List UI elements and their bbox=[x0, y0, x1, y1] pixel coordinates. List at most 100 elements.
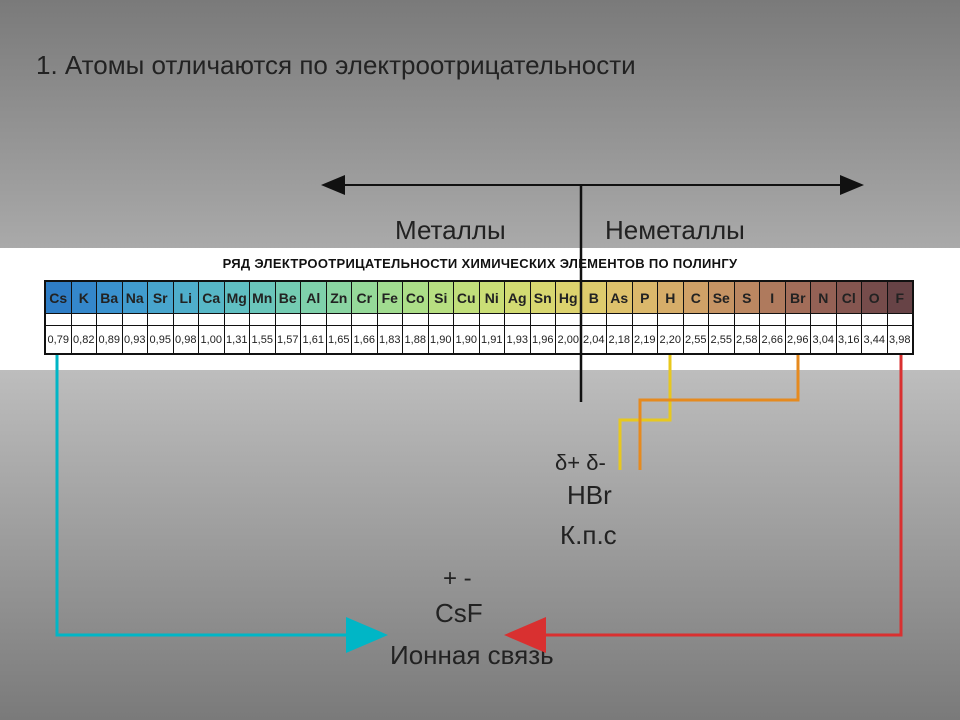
element-value: 3,44 bbox=[862, 326, 888, 354]
element-symbol: Cl bbox=[836, 282, 862, 314]
element-symbol: P bbox=[632, 282, 658, 314]
spacer-cell bbox=[581, 314, 607, 326]
metals-label: Металлы bbox=[395, 215, 506, 246]
element-value: 3,98 bbox=[887, 326, 913, 354]
element-value: 1,88 bbox=[403, 326, 429, 354]
element-symbol: F bbox=[887, 282, 913, 314]
element-value: 3,04 bbox=[811, 326, 837, 354]
element-symbol: Ni bbox=[479, 282, 505, 314]
element-value: 1,00 bbox=[199, 326, 225, 354]
element-value: 2,55 bbox=[709, 326, 735, 354]
spacer-cell bbox=[454, 314, 480, 326]
element-value: 1,65 bbox=[326, 326, 352, 354]
element-symbol: Al bbox=[301, 282, 327, 314]
slide-title: 1. Атомы отличаются по электроотрицатель… bbox=[36, 50, 636, 81]
spacer-cell bbox=[224, 314, 250, 326]
element-symbol: K bbox=[71, 282, 97, 314]
spacer-cell bbox=[632, 314, 658, 326]
spacer-cell bbox=[97, 314, 123, 326]
spacer-cell bbox=[377, 314, 403, 326]
spacer-cell bbox=[760, 314, 786, 326]
spacer-cell bbox=[862, 314, 888, 326]
element-symbol: Hg bbox=[556, 282, 582, 314]
element-symbol: Cu bbox=[454, 282, 480, 314]
element-symbol: As bbox=[607, 282, 633, 314]
spacer-cell bbox=[326, 314, 352, 326]
element-value: 2,96 bbox=[785, 326, 811, 354]
spacer-cell bbox=[403, 314, 429, 326]
spacer-cell bbox=[199, 314, 225, 326]
spacer-cell bbox=[148, 314, 174, 326]
element-value: 1,31 bbox=[224, 326, 250, 354]
spacer-cell bbox=[173, 314, 199, 326]
element-value: 1,91 bbox=[479, 326, 505, 354]
element-value: 0,82 bbox=[71, 326, 97, 354]
element-value: 0,95 bbox=[148, 326, 174, 354]
element-symbol: S bbox=[734, 282, 760, 314]
element-symbol: Si bbox=[428, 282, 454, 314]
element-value: 1,96 bbox=[530, 326, 556, 354]
table-caption: РЯД ЭЛЕКТРООТРИЦАТЕЛЬНОСТИ ХИМИЧЕСКИХ ЭЛ… bbox=[0, 256, 960, 271]
element-symbol: Sn bbox=[530, 282, 556, 314]
element-symbol: Be bbox=[275, 282, 301, 314]
element-value: 2,66 bbox=[760, 326, 786, 354]
element-value: 0,89 bbox=[97, 326, 123, 354]
element-value: 0,79 bbox=[46, 326, 72, 354]
element-symbol: N bbox=[811, 282, 837, 314]
ionic-bond-label: Ионная связь bbox=[390, 640, 554, 671]
element-symbol: O bbox=[862, 282, 888, 314]
spacer-cell bbox=[530, 314, 556, 326]
spacer-cell bbox=[658, 314, 684, 326]
element-symbol: Na bbox=[122, 282, 148, 314]
spacer-cell bbox=[250, 314, 276, 326]
element-symbol: Co bbox=[403, 282, 429, 314]
element-symbol: Ca bbox=[199, 282, 225, 314]
element-symbol: Ba bbox=[97, 282, 123, 314]
element-symbol: Cs bbox=[46, 282, 72, 314]
spacer-cell bbox=[479, 314, 505, 326]
element-value: 1,83 bbox=[377, 326, 403, 354]
element-symbol: B bbox=[581, 282, 607, 314]
spacer-cell bbox=[71, 314, 97, 326]
element-value: 1,90 bbox=[428, 326, 454, 354]
element-symbol: Sr bbox=[148, 282, 174, 314]
spacer-cell bbox=[607, 314, 633, 326]
spacer-cell bbox=[887, 314, 913, 326]
element-value: 1,66 bbox=[352, 326, 378, 354]
element-value: 2,19 bbox=[632, 326, 658, 354]
element-value: 0,98 bbox=[173, 326, 199, 354]
delta-label: δ+ δ- bbox=[555, 450, 606, 476]
element-symbol: Ag bbox=[505, 282, 531, 314]
plus-minus-label: + - bbox=[443, 565, 472, 593]
spacer-cell bbox=[709, 314, 735, 326]
element-value: 3,16 bbox=[836, 326, 862, 354]
element-value: 1,90 bbox=[454, 326, 480, 354]
element-value: 2,00 bbox=[556, 326, 582, 354]
element-symbol: Mn bbox=[250, 282, 276, 314]
csf-formula: CsF bbox=[435, 598, 483, 629]
element-symbol: Li bbox=[173, 282, 199, 314]
element-value: 2,58 bbox=[734, 326, 760, 354]
spacer-cell bbox=[811, 314, 837, 326]
kps-label: К.п.с bbox=[560, 520, 617, 551]
spacer-cell bbox=[122, 314, 148, 326]
element-value: 0,93 bbox=[122, 326, 148, 354]
hbr-formula: HBr bbox=[567, 480, 612, 511]
spacer-cell bbox=[275, 314, 301, 326]
nonmetals-label: Неметаллы bbox=[605, 215, 745, 246]
spacer-cell bbox=[505, 314, 531, 326]
spacer-cell bbox=[428, 314, 454, 326]
element-symbol: I bbox=[760, 282, 786, 314]
element-value: 2,55 bbox=[683, 326, 709, 354]
spacer-cell bbox=[301, 314, 327, 326]
element-value: 2,04 bbox=[581, 326, 607, 354]
spacer-cell bbox=[46, 314, 72, 326]
element-symbol: C bbox=[683, 282, 709, 314]
element-value: 1,57 bbox=[275, 326, 301, 354]
element-value: 2,18 bbox=[607, 326, 633, 354]
electronegativity-table: CsKBaNaSrLiCaMgMnBeAlZnCrFeCoSiCuNiAgSnH… bbox=[44, 280, 914, 355]
element-symbol: H bbox=[658, 282, 684, 314]
spacer-cell bbox=[556, 314, 582, 326]
element-value: 1,93 bbox=[505, 326, 531, 354]
spacer-cell bbox=[734, 314, 760, 326]
